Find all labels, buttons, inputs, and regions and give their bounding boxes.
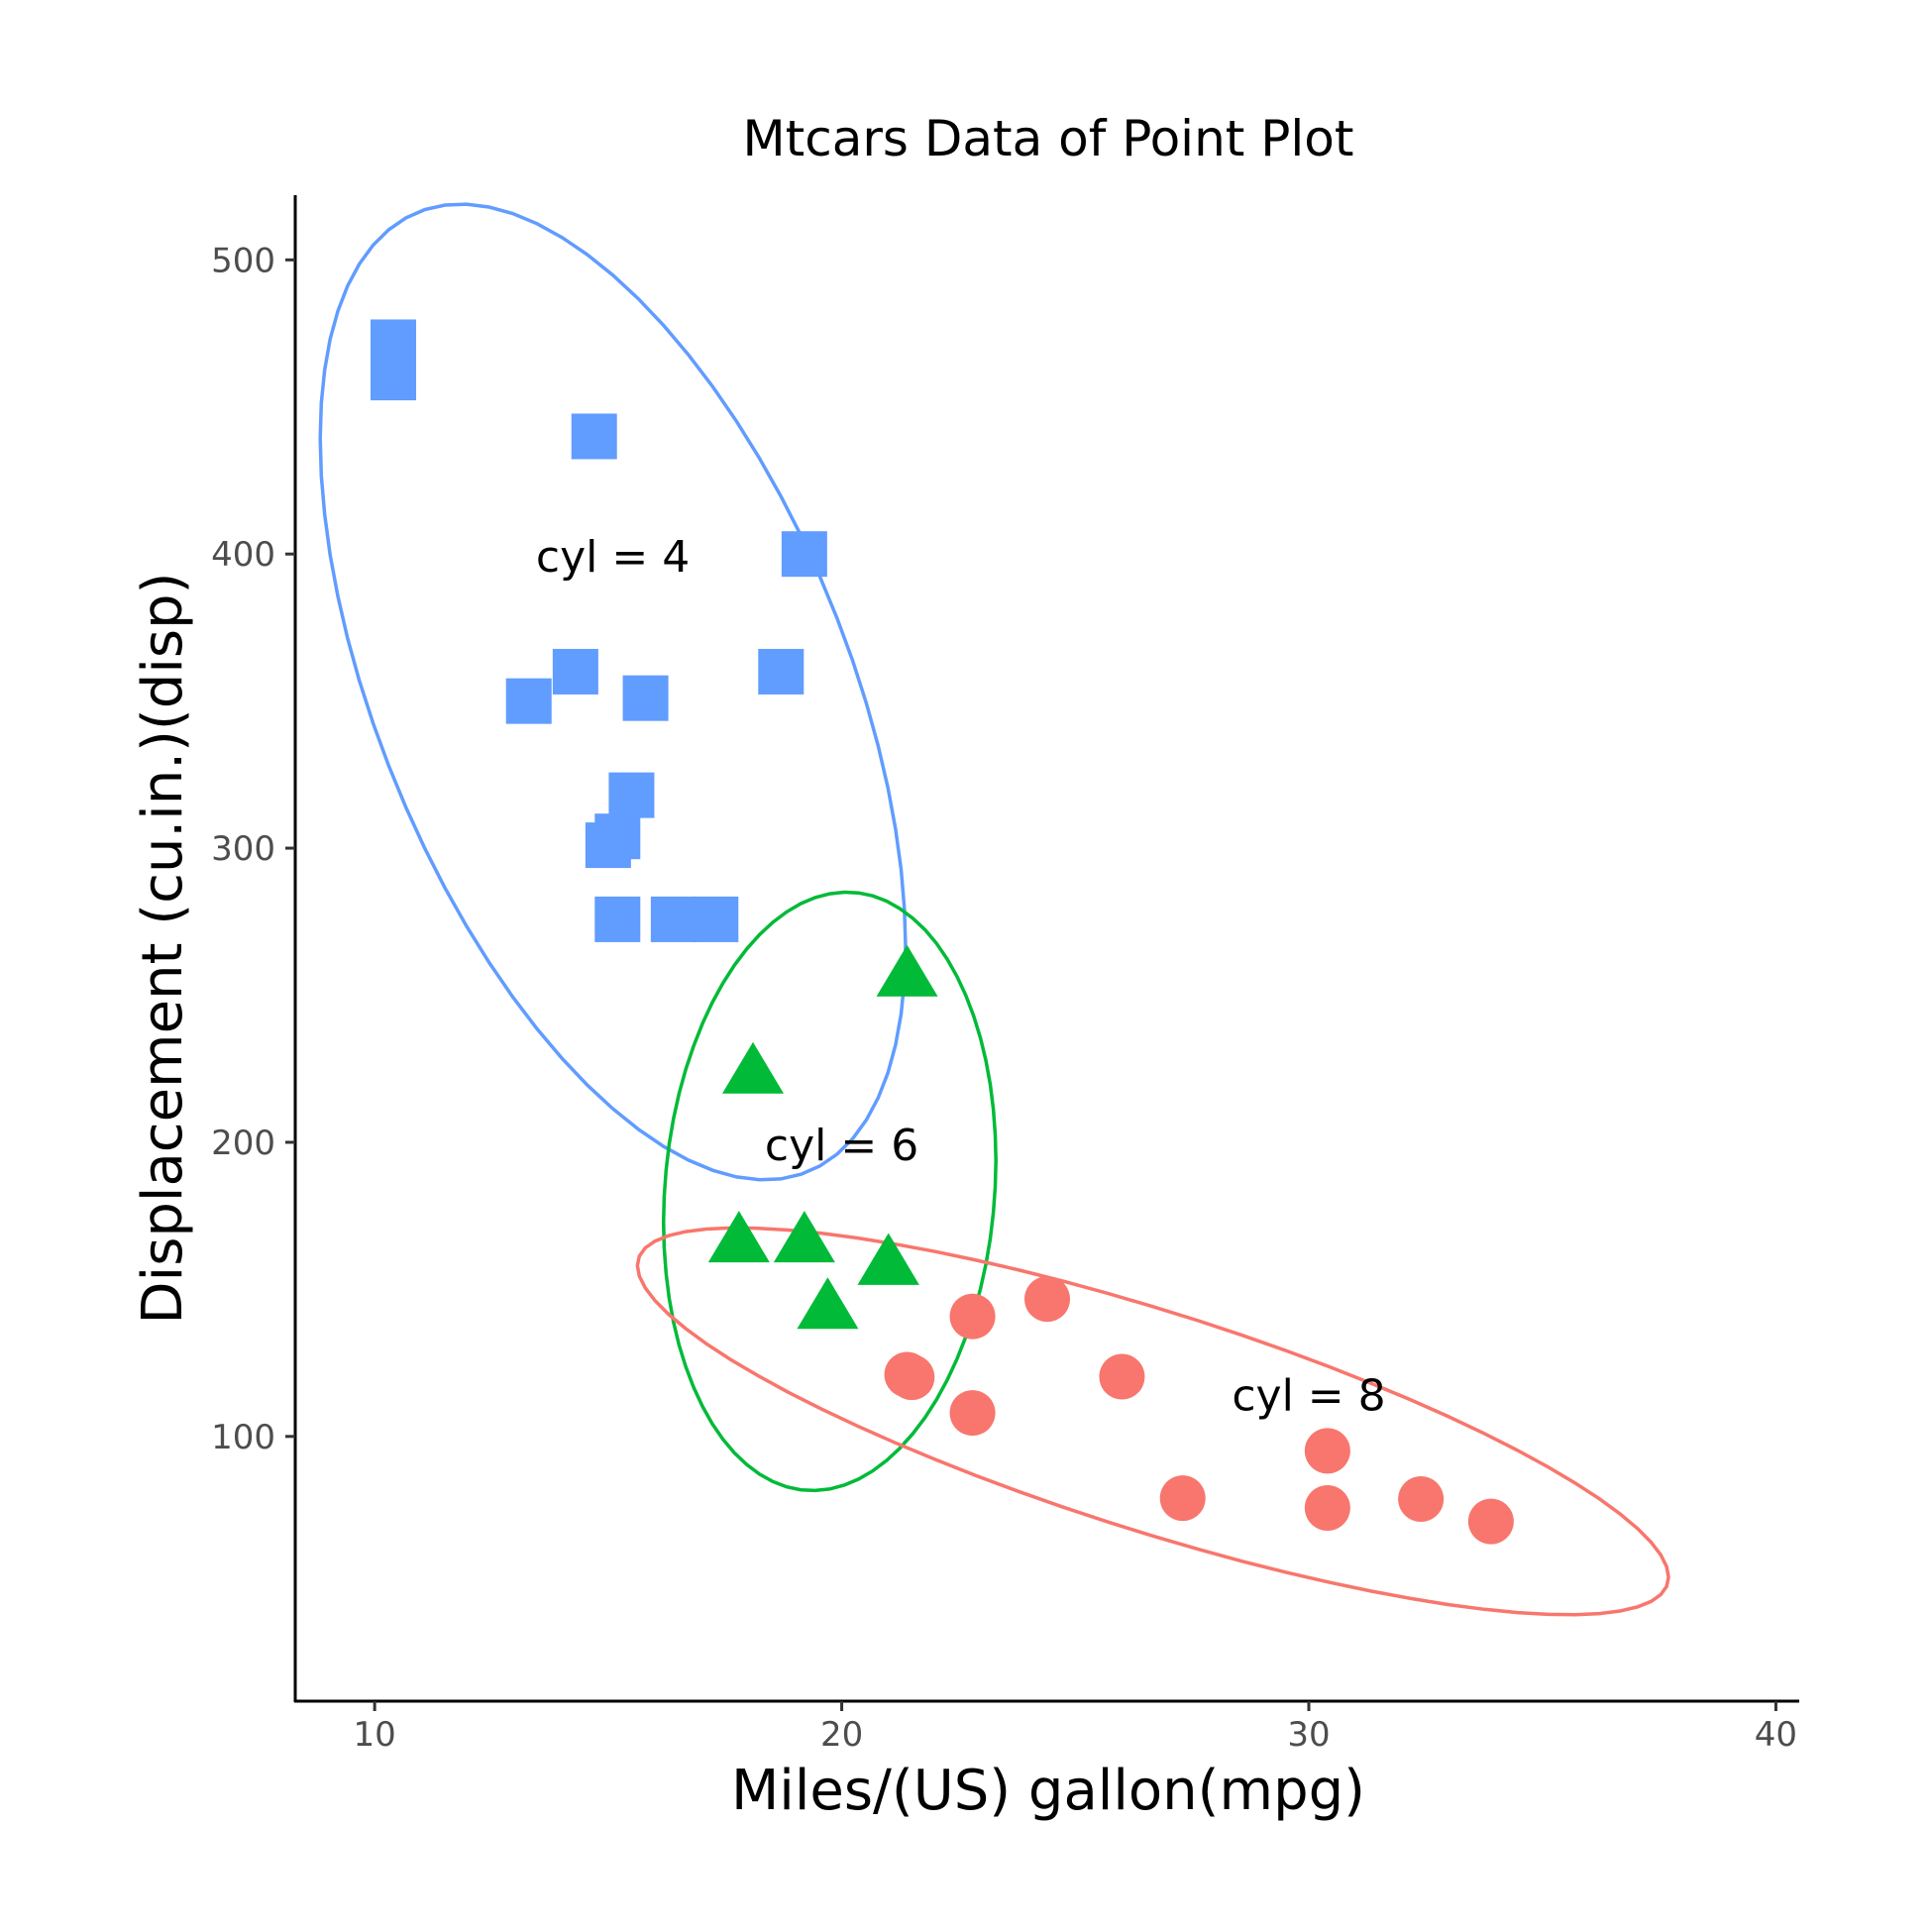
point-square — [608, 772, 655, 818]
confidence-ellipses — [318, 202, 1670, 1617]
y-axis-ticks: 100 200 300 400 500 — [211, 241, 295, 1457]
point-triangle — [876, 944, 938, 997]
y-tick-label: 300 — [211, 829, 275, 869]
point-square — [505, 678, 552, 724]
confidence-ellipse — [661, 890, 998, 1493]
point-circle — [949, 1390, 996, 1437]
point-circle — [1099, 1353, 1145, 1400]
point-square — [571, 413, 617, 460]
group-label: cyl = 6 — [765, 1121, 918, 1171]
y-axis-title: Displacement (cu.in.)(disp) — [131, 573, 195, 1325]
point-square — [781, 531, 827, 578]
x-tick-label: 10 — [354, 1715, 396, 1755]
x-axis-title: Miles/(US) gallon(mpg) — [731, 1759, 1365, 1823]
point-circle — [1467, 1498, 1514, 1545]
point-triangle — [857, 1233, 919, 1285]
data-points — [371, 319, 1514, 1545]
point-square — [650, 896, 697, 942]
point-square — [622, 675, 669, 721]
point-circle — [1398, 1476, 1445, 1523]
group-label: cyl = 4 — [536, 532, 690, 583]
point-triangle — [797, 1277, 859, 1330]
point-circle — [949, 1293, 996, 1340]
point-square — [594, 896, 641, 942]
point-circle — [1159, 1475, 1206, 1522]
group-label: cyl = 8 — [1232, 1370, 1385, 1421]
point-circle — [1304, 1428, 1350, 1474]
point-square — [552, 648, 598, 695]
point-circle — [884, 1351, 930, 1398]
point-triangle — [707, 1211, 770, 1263]
y-tick-label: 400 — [211, 535, 275, 575]
confidence-ellipse — [635, 1226, 1670, 1617]
confidence-ellipse — [318, 202, 908, 1182]
x-axis-ticks: 10 20 30 40 — [354, 1701, 1797, 1755]
point-square — [371, 355, 416, 401]
group-annotations: cyl = 4 cyl = 6 cyl = 8 — [536, 532, 1386, 1421]
point-square — [585, 822, 631, 869]
point-square — [693, 896, 739, 942]
y-tick-label: 500 — [211, 241, 275, 280]
point-circle — [1304, 1484, 1350, 1531]
point-triangle — [773, 1211, 835, 1263]
point-square — [758, 648, 805, 695]
x-tick-label: 20 — [820, 1715, 863, 1755]
x-tick-label: 30 — [1287, 1715, 1330, 1755]
chart-title: Mtcars Data of Point Plot — [742, 110, 1353, 167]
y-tick-label: 100 — [211, 1418, 275, 1457]
y-tick-label: 200 — [211, 1124, 275, 1163]
point-triangle — [722, 1041, 784, 1094]
x-tick-label: 40 — [1755, 1715, 1797, 1755]
point-circle — [1024, 1276, 1070, 1323]
